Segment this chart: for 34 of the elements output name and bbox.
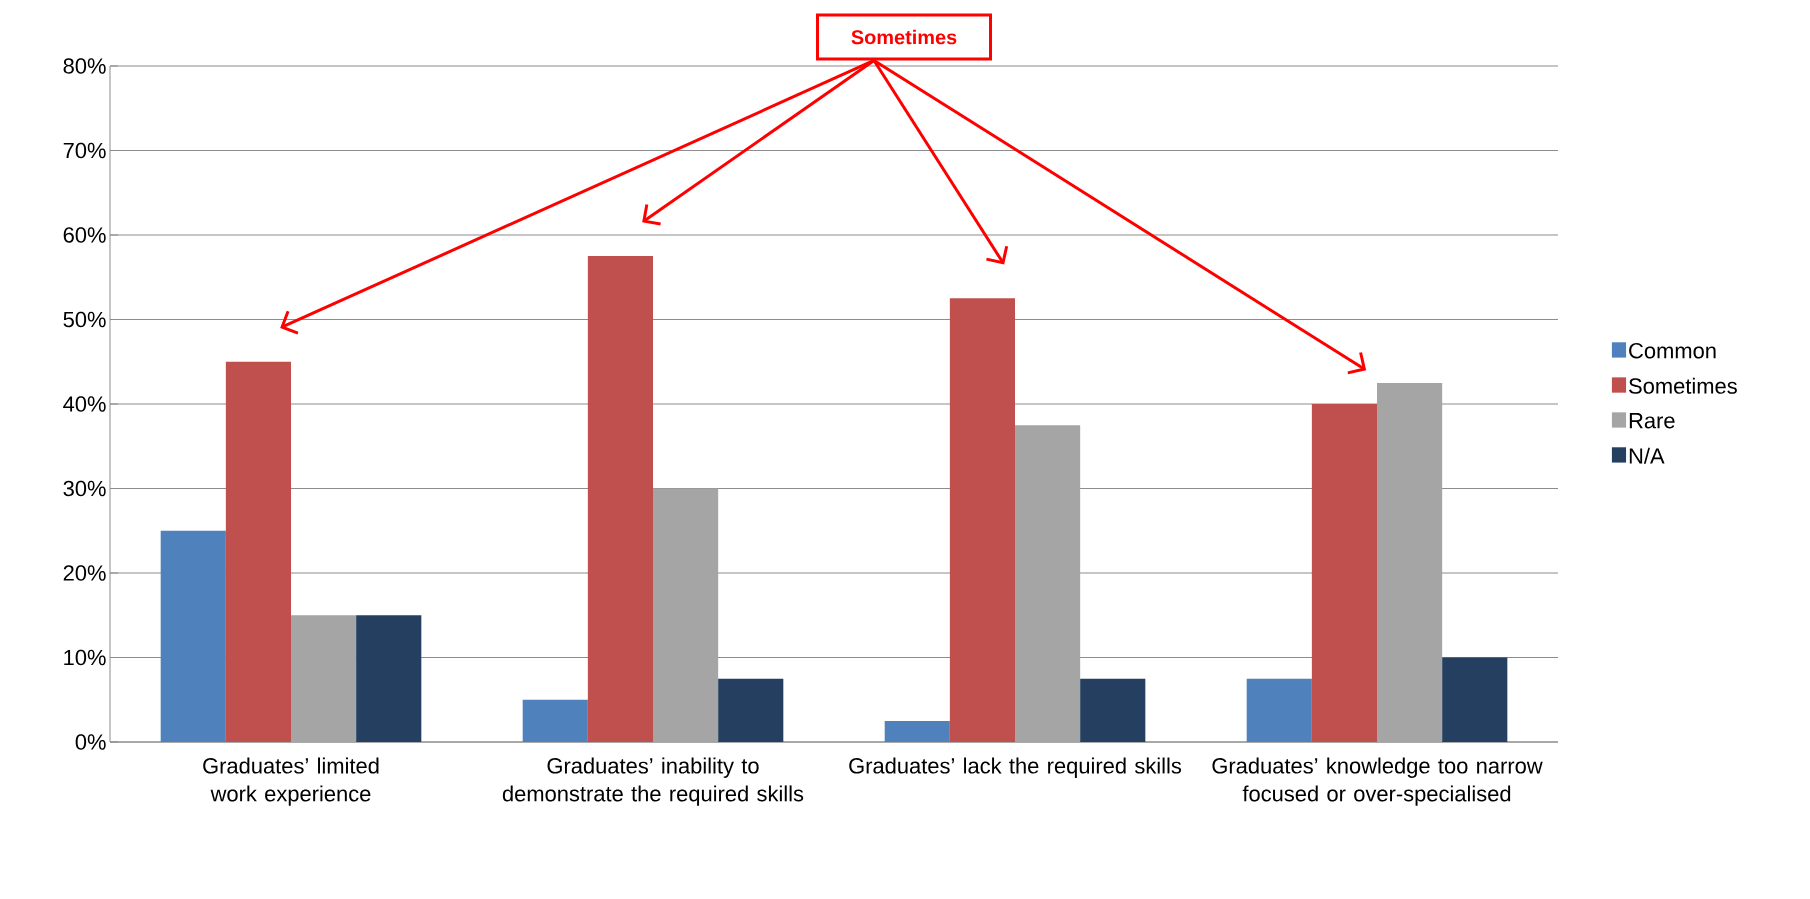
x-tick-label: Graduates’ knowledge too narrow focused or over-specialised <box>1212 757 1543 806</box>
bar <box>587 256 654 742</box>
bar <box>225 361 291 742</box>
bar <box>949 298 1016 742</box>
bar <box>160 530 226 742</box>
bar <box>522 699 588 742</box>
y-tick-label: 70% <box>63 142 106 159</box>
x-tick-label: Graduates’ inability to demonstrate the required skills <box>502 757 804 806</box>
y-tick-label: 80% <box>63 58 106 74</box>
y-tick-label: 20% <box>63 565 106 581</box>
legend-label: Common <box>1629 342 1716 359</box>
x-tick-label: Graduates’ limited work experience <box>203 757 379 806</box>
bar <box>356 615 422 742</box>
bar <box>884 720 950 742</box>
y-tick-label: 0% <box>75 734 106 750</box>
bar <box>1377 382 1443 742</box>
bar <box>1080 678 1146 742</box>
bar <box>1015 425 1081 742</box>
y-tick-label: 50% <box>63 311 106 328</box>
y-tick-label: 40% <box>63 396 106 412</box>
bar <box>1311 404 1378 742</box>
x-tick-label: Graduates’ lack the required skills <box>849 757 1182 778</box>
legend-label: N/A <box>1629 447 1665 464</box>
y-tick-label: 60% <box>63 227 106 243</box>
y-tick-label: 10% <box>64 649 106 666</box>
legend-label: Sometimes <box>1629 377 1737 394</box>
bar <box>291 615 357 742</box>
legend-label: Rare <box>1629 413 1675 429</box>
y-tick-label: 30% <box>63 480 106 497</box>
bar <box>653 488 719 742</box>
bar <box>1246 678 1312 742</box>
bar <box>718 678 784 742</box>
bar <box>1442 657 1508 742</box>
text: Sometimes <box>851 29 957 45</box>
